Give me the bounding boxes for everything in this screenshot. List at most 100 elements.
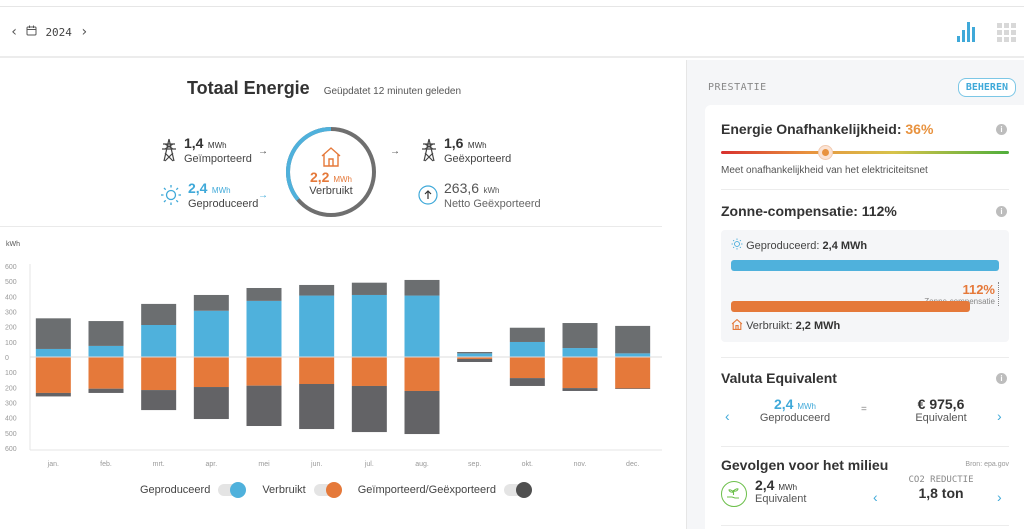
x-tick-label: apr. (205, 461, 217, 468)
imported-unit: MWh (207, 141, 227, 150)
bar-geïmporteerd (35, 392, 71, 397)
y-tick-label: 0 (5, 355, 9, 362)
bar-chart-icon[interactable] (957, 22, 975, 42)
bar-verbruikt (193, 357, 229, 388)
bar-verbruikt (246, 357, 282, 386)
power-tower-icon (422, 138, 436, 162)
solar-consumed-bar (731, 301, 970, 312)
solar-title: Zonne-compensatie: 112% (721, 203, 897, 219)
currency-prev-button[interactable]: ‹ (725, 408, 730, 424)
energy-bar-chart: kWh 600 500 400 300 200 100 0 100 200 300 400 500 600… (5, 241, 662, 468)
y-tick-label: 500 (5, 431, 17, 438)
bar-verbruikt (299, 357, 335, 384)
bar-geïmporteerd (193, 387, 229, 420)
section-divider (721, 357, 1009, 358)
ring-center: 2,2 MWh Verbruikt (284, 125, 378, 219)
solar-compensation-section: Zonne-compensatie: 112% i Geproduceerd: … (721, 203, 1009, 343)
x-tick-label: jan. (47, 461, 59, 468)
grid-icon[interactable] (997, 23, 1016, 42)
bar-verbruikt (615, 357, 651, 389)
legend-toggle-consumed[interactable] (313, 482, 342, 498)
bar-geëxporteerd (88, 321, 124, 346)
currency-left-unit: MWh (797, 402, 817, 411)
currency-next-button[interactable]: › (997, 408, 1002, 424)
environment-section: Gevolgen voor het milieu Bron: epa.gov 2… (721, 457, 1009, 527)
house-icon (321, 147, 341, 167)
bar-geëxporteerd (35, 318, 71, 349)
ring-produced-arc (286, 127, 376, 217)
performance-sidebar: PRESTATIE BEHEREN Energie Onafhankelijkh… (686, 60, 1024, 529)
bar-geproduceerd (141, 324, 177, 357)
imported-label: Geïmporteerd (184, 153, 252, 165)
bar-geproduceerd (351, 294, 387, 357)
toolbar: ‹ 2024 › (0, 7, 1024, 58)
y-tick-label: 400 (5, 294, 17, 301)
consumption-ring: 2,2 MWh Verbruikt (284, 125, 378, 219)
bar-verbruikt (509, 357, 545, 379)
ring-chart (286, 127, 376, 217)
bar-geïmporteerd (457, 358, 493, 363)
produced-label: Geproduceerd (188, 198, 259, 210)
exported-unit: MWh (467, 141, 487, 150)
y-tick-label: 200 (5, 325, 17, 332)
currency-right-label: Equivalent (915, 412, 967, 424)
sidebar-heading: PRESTATIE (708, 82, 767, 93)
consumed-unit: MWh (333, 175, 353, 184)
section-divider (0, 226, 662, 227)
page-title: Totaal Energie (187, 78, 310, 98)
y-tick-label: 300 (5, 401, 17, 408)
environment-prev-button[interactable]: ‹ (873, 489, 878, 505)
view-switcher (957, 22, 1016, 42)
calendar-icon[interactable] (26, 25, 37, 39)
currency-carousel: ‹ 2,4 MWh Geproduceerd = € 975,6 Equival… (721, 396, 1009, 440)
solar-consumed-value: 2,2 MWh (795, 320, 841, 332)
y-tick-label: 400 (5, 416, 17, 423)
section-divider (721, 446, 1009, 447)
consumed-value: 2,2 (309, 169, 330, 185)
prev-period-button[interactable]: ‹ (10, 24, 19, 40)
legend-label-produced: Geproduceerd (140, 484, 211, 496)
info-icon[interactable]: i (996, 206, 1007, 217)
power-tower-icon (162, 138, 176, 162)
y-tick-label: 100 (5, 370, 17, 377)
bar-geëxporteerd (509, 327, 545, 342)
net-exported-unit: kWh (483, 186, 500, 195)
environment-next-button[interactable]: › (997, 489, 1002, 505)
bar-geëxporteerd (193, 294, 229, 311)
legend-toggle-produced[interactable] (218, 482, 247, 498)
independence-title: Energie Onafhankelijkheid: 36% (721, 121, 934, 137)
exported-label: Geëxporteerd (444, 153, 512, 165)
environment-metric-value: 1,8 ton (918, 485, 964, 501)
next-period-button[interactable]: › (79, 24, 89, 40)
arrow-icon: → (390, 146, 400, 157)
bar-geïmporteerd (299, 383, 335, 430)
manage-button[interactable]: BEHEREN (957, 78, 1016, 97)
independence-slider-knob[interactable] (817, 145, 833, 160)
y-axis-label: kWh (6, 241, 20, 248)
imported-value: 1,4 (184, 135, 204, 151)
info-icon[interactable]: i (996, 124, 1007, 135)
x-tick-label: feb. (100, 461, 112, 468)
exported-value: 1,6 (444, 135, 464, 151)
year-label[interactable]: 2024 (45, 25, 72, 39)
bar-geïmporteerd (404, 390, 440, 435)
bar-verbruikt (404, 357, 440, 391)
bar-geëxporteerd (246, 287, 282, 301)
currency-title: Valuta Equivalent (721, 370, 837, 386)
info-icon[interactable]: i (996, 373, 1007, 384)
section-divider (721, 189, 1009, 190)
currency-left-label: Geproduceerd (759, 412, 831, 424)
independence-slider-track (721, 151, 1009, 154)
legend-swatch (230, 482, 247, 498)
legend-toggle-import-export[interactable] (503, 482, 532, 498)
bar-geëxporteerd (457, 351, 493, 354)
environment-title: Gevolgen voor het milieu (721, 457, 889, 473)
chart-legend: Geproduceerd Verbruikt Geïmporteerd/Geëx… (140, 482, 540, 498)
x-tick-label: jun. (310, 461, 322, 468)
bar-geëxporteerd (299, 284, 335, 296)
solar-comparison-box: Geproduceerd: 2,4 MWh 112% Zonne-compens… (721, 230, 1009, 342)
updated-timestamp: Geüpdatet 12 minuten geleden (323, 86, 462, 97)
bar-geproduceerd (562, 348, 598, 357)
legend-swatch (325, 482, 342, 498)
net-exported-value: 263,6 (444, 180, 480, 196)
